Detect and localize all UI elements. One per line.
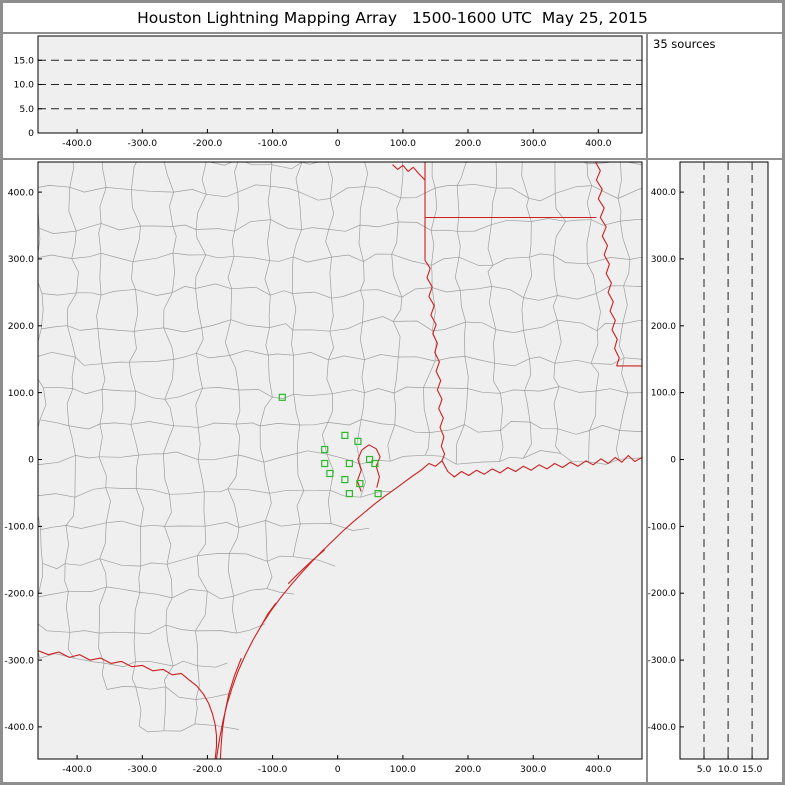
station-square xyxy=(354,437,362,445)
svg-text:400.0: 400.0 xyxy=(8,187,34,198)
svg-text:-100.0: -100.0 xyxy=(258,138,288,149)
svg-text:-100.0: -100.0 xyxy=(4,522,34,533)
svg-text:-100.0: -100.0 xyxy=(648,522,676,532)
svg-text:-300.0: -300.0 xyxy=(127,138,157,149)
altitude-ew-panel: 15.0 10.0 5.0 0 -400.0 -300.0 -200.0 -100.0 0 100… xyxy=(3,34,646,158)
svg-text:200.0: 200.0 xyxy=(455,764,481,775)
altitude-ew-plot[interactable]: 15.0 10.0 5.0 0 -400.0 -300.0 -200.0 -100.0 0 100… xyxy=(3,34,646,158)
svg-text:100.0: 100.0 xyxy=(8,388,34,399)
station-square xyxy=(374,490,382,498)
svg-text:300.0: 300.0 xyxy=(520,764,546,775)
svg-text:0: 0 xyxy=(335,138,341,149)
map-background[interactable] xyxy=(38,162,642,759)
station-square xyxy=(345,459,353,468)
svg-text:-200.0: -200.0 xyxy=(4,588,34,599)
svg-text:300.0: 300.0 xyxy=(651,255,677,265)
plan-view-map-panel: -400.0 -300.0 -200.0 -100.0 0 100.0 200.0 300.0… xyxy=(3,160,646,782)
svg-text:100.0: 100.0 xyxy=(390,138,416,149)
svg-text:100.0: 100.0 xyxy=(651,389,677,399)
svg-text:15.0: 15.0 xyxy=(742,764,763,775)
y-axis-tick-labels: 400.0 300.0 200.0 100.0 0 -100.0 -200.0 -300.0 -… xyxy=(648,188,684,733)
station-square xyxy=(321,445,329,454)
svg-text:300.0: 300.0 xyxy=(520,138,546,149)
svg-text:0: 0 xyxy=(670,455,676,465)
altitude-ns-panel: 5.0 10.0 15.0 400.0 300.0 200.0 100.0 0 -100.0 -2… xyxy=(648,160,782,782)
svg-text:10.0: 10.0 xyxy=(718,764,739,775)
plot-area[interactable] xyxy=(679,161,769,760)
map-frame xyxy=(37,161,643,760)
y-axis-tick-labels: 400.0 300.0 200.0 100.0 0 -100.0 -200.0 -300.0 -… xyxy=(4,187,42,733)
svg-text:200.0: 200.0 xyxy=(651,322,677,332)
station-square xyxy=(366,455,374,464)
svg-text:-300.0: -300.0 xyxy=(127,764,157,775)
svg-text:-300.0: -300.0 xyxy=(648,656,676,666)
x-axis-tick-labels: -400.0 -300.0 -200.0 -100.0 0 100.0 200.0 300.0… xyxy=(62,755,612,775)
svg-text:-200.0: -200.0 xyxy=(193,138,223,149)
station-square xyxy=(341,431,349,439)
svg-text:-400.0: -400.0 xyxy=(62,138,92,149)
svg-text:-200.0: -200.0 xyxy=(193,764,223,775)
svg-text:-100.0: -100.0 xyxy=(258,764,288,775)
svg-text:100.0: 100.0 xyxy=(390,764,416,775)
svg-text:5.0: 5.0 xyxy=(19,104,34,115)
station-square xyxy=(356,480,364,488)
svg-text:300.0: 300.0 xyxy=(8,254,34,265)
svg-text:400.0: 400.0 xyxy=(585,764,611,775)
svg-text:-400.0: -400.0 xyxy=(4,722,34,733)
lma-station-markers xyxy=(278,393,382,498)
svg-text:400.0: 400.0 xyxy=(585,138,611,149)
svg-text:400.0: 400.0 xyxy=(651,188,677,198)
y-axis-tick-labels: 15.0 10.0 5.0 0 xyxy=(14,55,42,139)
station-square xyxy=(341,476,349,484)
svg-text:-400.0: -400.0 xyxy=(648,723,676,733)
svg-text:0: 0 xyxy=(335,764,341,775)
altitude-dashed-gridlines xyxy=(38,59,642,110)
svg-text:10.0: 10.0 xyxy=(14,80,35,91)
station-square xyxy=(278,393,286,401)
svg-text:200.0: 200.0 xyxy=(8,321,34,332)
station-square xyxy=(345,490,353,498)
station-square xyxy=(371,459,379,468)
page-title: Houston Lightning Mapping Array 1500-160… xyxy=(3,3,782,32)
x-axis-tick-labels: 5.0 10.0 15.0 xyxy=(697,755,763,775)
x-axis-tick-labels: -400.0 -300.0 -200.0 -100.0 0 100.0 200.0 300.0… xyxy=(62,129,612,149)
plan-view-map-plot[interactable]: -400.0 -300.0 -200.0 -100.0 0 100.0 200.0 300.0… xyxy=(3,160,646,782)
sources-panel: 35 sources xyxy=(648,34,782,158)
svg-text:-300.0: -300.0 xyxy=(4,655,34,666)
altitude-dashed-gridlines xyxy=(703,162,753,759)
svg-text:-400.0: -400.0 xyxy=(62,764,92,775)
altitude-ns-plot[interactable]: 5.0 10.0 15.0 400.0 300.0 200.0 100.0 0 -100.0 -2… xyxy=(648,160,782,782)
panel-grid: Houston Lightning Mapping Array 1500-160… xyxy=(3,3,782,782)
svg-text:200.0: 200.0 xyxy=(455,138,481,149)
sources-count-label: 35 sources xyxy=(653,37,716,51)
station-square xyxy=(321,459,329,468)
svg-text:15.0: 15.0 xyxy=(14,55,35,66)
state-border-and-coastline xyxy=(38,162,642,759)
svg-text:-200.0: -200.0 xyxy=(648,589,676,599)
station-square xyxy=(326,469,334,478)
svg-text:5.0: 5.0 xyxy=(697,764,712,775)
svg-text:0: 0 xyxy=(28,128,34,139)
svg-text:0: 0 xyxy=(28,455,34,466)
